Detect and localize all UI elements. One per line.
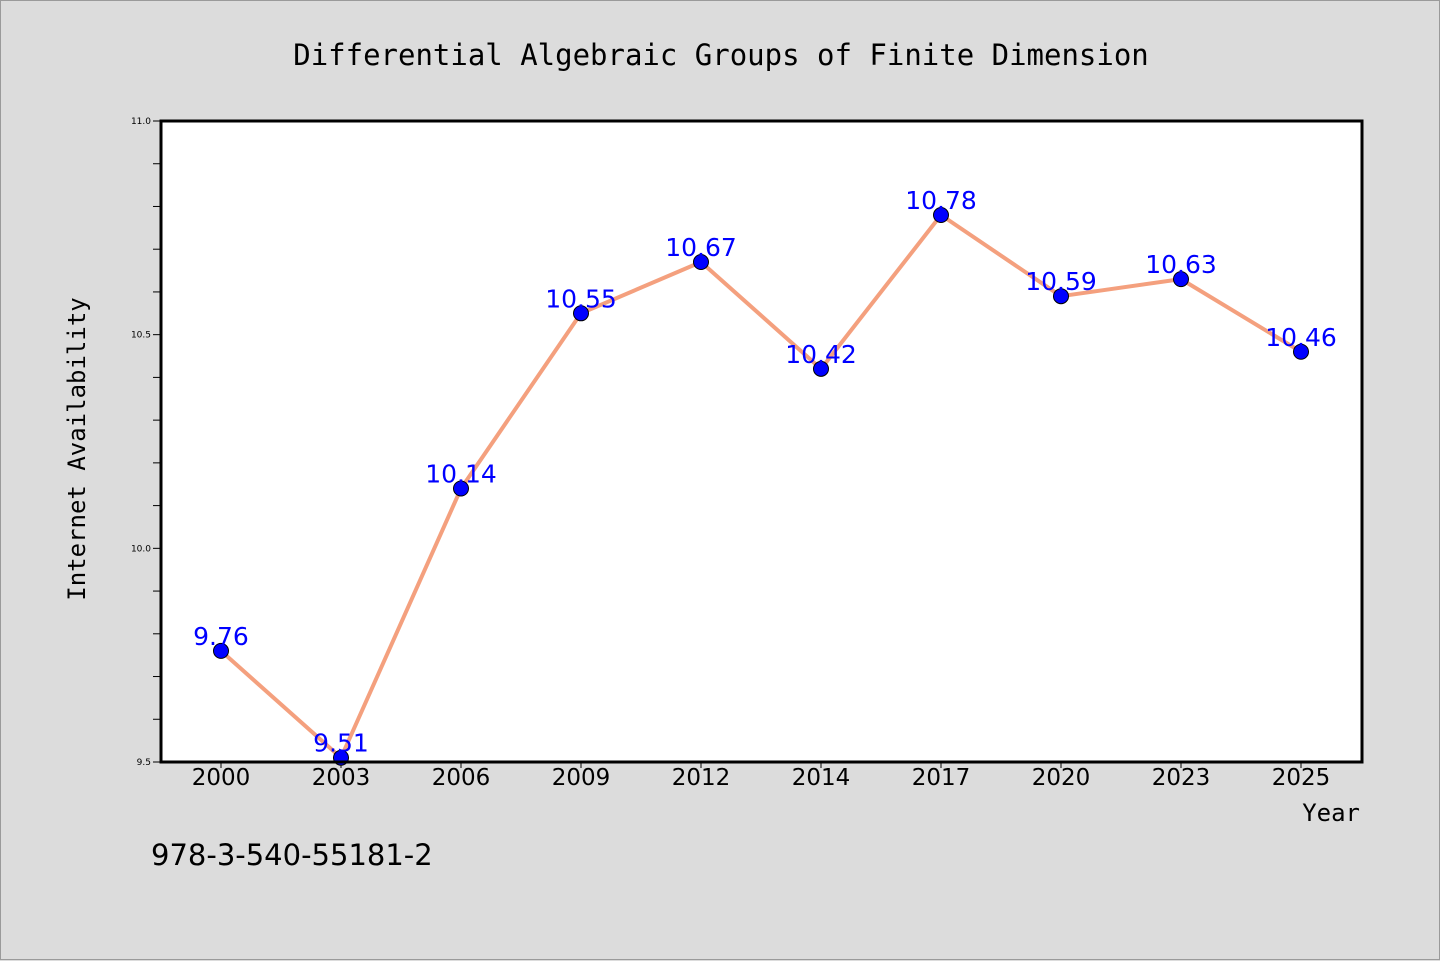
data-label: 10.46: [1265, 323, 1337, 352]
x-tick-label: 2006: [432, 765, 491, 791]
data-point: [453, 480, 469, 497]
y-axis-ticks: 9.5 10.0 10.5 11.0: [131, 117, 161, 768]
markers-layer: [213, 207, 1309, 766]
data-point: [1053, 288, 1069, 305]
y-tick-label: 9.5: [137, 758, 151, 768]
x-tick-label: 2025: [1272, 765, 1331, 791]
data-point: [1173, 271, 1189, 288]
x-tick-label: 2012: [672, 765, 731, 791]
x-axis-ticks: 2000 2003 2006 2009 2012 2014 2017 2020 2023 2025: [192, 762, 1331, 791]
data-label: 9.76: [193, 622, 249, 651]
data-point: [813, 360, 829, 377]
x-tick-label: 2014: [792, 765, 851, 791]
data-point: [213, 642, 229, 659]
data-point: [693, 254, 709, 271]
x-tick-label: 2017: [912, 765, 971, 791]
data-point: [933, 207, 949, 224]
x-axis-label: Year: [1302, 799, 1360, 827]
plot-frame: [159, 119, 1364, 764]
y-tick-label: 10.0: [131, 544, 151, 554]
data-label: 9.51: [313, 729, 369, 758]
data-label: 10.59: [1025, 267, 1097, 296]
data-label: 10.67: [665, 233, 737, 262]
data-label: 10.14: [425, 460, 497, 489]
data-labels-layer: 9.76 9.51 10.14 10.55 10.67 10.42 10.78 10.59 10…: [193, 186, 1337, 758]
y-tick-label: 11.0: [131, 117, 151, 127]
x-tick-label: 2003: [312, 765, 371, 791]
data-label: 10.63: [1145, 250, 1217, 279]
x-tick-label: 2009: [552, 765, 611, 791]
data-label: 10.78: [905, 186, 977, 215]
data-point: [1293, 343, 1309, 360]
series-layer: [219, 213, 1303, 760]
x-tick-label: 2000: [192, 765, 251, 791]
y-axis-label: Internet Availability: [63, 297, 91, 600]
y-tick-label: 10.5: [131, 331, 151, 341]
chart-title: Differential Algebraic Groups of Finite …: [293, 38, 1149, 72]
plot-area: [161, 121, 1362, 762]
isbn-annotation: 978-3-540-55181-2: [151, 838, 433, 872]
series-line: [219, 213, 1303, 760]
data-label: 10.55: [545, 284, 617, 313]
x-tick-label: 2023: [1152, 765, 1211, 791]
x-tick-label: 2020: [1032, 765, 1091, 791]
data-label: 10.42: [785, 340, 857, 369]
data-point: [573, 305, 589, 322]
